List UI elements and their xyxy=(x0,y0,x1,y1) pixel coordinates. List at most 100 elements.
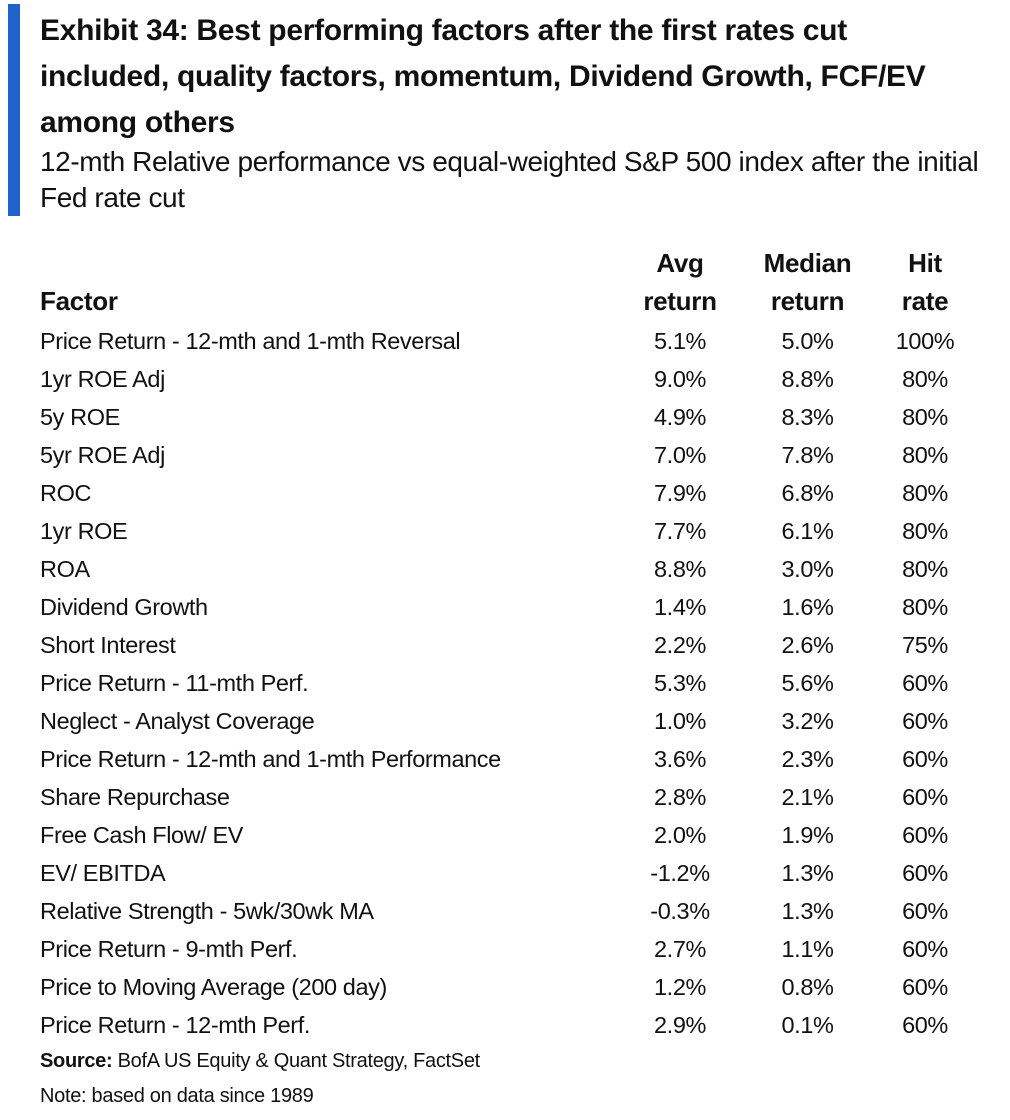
avg-return-cell: 2.7% xyxy=(654,936,706,962)
avg-return-cell: -1.2% xyxy=(650,860,710,886)
avg-return-cell: 2.2% xyxy=(654,632,706,658)
avg-return-cell: 1.4% xyxy=(654,594,706,620)
avg-return-cell: 2.8% xyxy=(654,784,706,810)
avg-return-cell: 9.0% xyxy=(654,366,706,392)
table-row: Relative Strength - 5wk/30wk MA -0.3% 1.3%… xyxy=(40,892,975,930)
hit-rate-cell: 60% xyxy=(902,898,948,924)
median-return-cell: 8.8% xyxy=(781,366,834,392)
avg-return-cell: 8.8% xyxy=(654,556,706,582)
table-row: Price Return - 11-mth Perf. 5.3% 5.6% 60% xyxy=(40,664,975,702)
factor-cell: Price Return - 12-mth Perf. xyxy=(40,1012,310,1038)
avg-return-cell: 5.1% xyxy=(654,328,706,354)
hit-rate-cell: 80% xyxy=(902,518,948,544)
table-row: Share Repurchase 2.8% 2.1% 60% xyxy=(40,778,975,816)
median-return-cell: 2.1% xyxy=(781,784,834,810)
source-line: Source: BofA US Equity & Quant Strategy,… xyxy=(40,1047,480,1075)
hit-rate-cell: 60% xyxy=(902,974,948,1000)
note-line: Note: based on data since 1989 xyxy=(40,1085,314,1107)
table-row: Price Return - 12-mth Perf. 2.9% 0.1% 60% xyxy=(40,1006,975,1044)
table-row: 5y ROE 4.9% 8.3% 80% xyxy=(40,398,975,436)
factor-cell: ROC xyxy=(40,480,92,506)
table-row: 1yr ROE Adj 9.0% 8.8% 80% xyxy=(40,360,975,398)
avg-return-cell: 2.9% xyxy=(654,1012,706,1038)
hit-rate-cell: 80% xyxy=(902,480,948,506)
table-row: 5yr ROE Adj 7.0% 7.8% 80% xyxy=(40,436,975,474)
exhibit-title: Exhibit 34: Best performing factors afte… xyxy=(40,14,926,139)
factor-cell: 1yr ROE xyxy=(40,518,128,544)
header-median-return: Median return xyxy=(740,244,875,322)
median-return-cell: 6.8% xyxy=(781,480,834,506)
hit-rate-cell: 80% xyxy=(902,556,948,582)
exhibit-subtitle: 12-mth Relative performance vs equal-wei… xyxy=(40,146,979,213)
hit-rate-cell: 80% xyxy=(902,404,948,430)
hit-rate-cell: 60% xyxy=(902,746,948,772)
factor-performance-table: Factor Avg return Median return Hit rate Pr… xyxy=(40,244,975,1044)
median-return-cell: 1.6% xyxy=(781,594,834,620)
factor-cell: Dividend Growth xyxy=(40,594,208,620)
factor-cell: Price Return - 11-mth Perf. xyxy=(40,670,309,696)
hit-rate-cell: 80% xyxy=(902,594,948,620)
factor-cell: Free Cash Flow/ EV xyxy=(40,822,244,848)
header-avg-line1: Avg xyxy=(656,248,704,278)
factor-cell: Price Return - 12-mth and 1-mth Reversal xyxy=(40,328,461,354)
median-return-cell: 8.3% xyxy=(781,404,834,430)
table-header-row: Factor Avg return Median return Hit rate xyxy=(40,244,975,322)
avg-return-cell: 7.9% xyxy=(654,480,706,506)
table-row: Free Cash Flow/ EV 2.0% 1.9% 60% xyxy=(40,816,975,854)
source-text: BofA US Equity & Quant Strategy, FactSet xyxy=(117,1050,481,1072)
hit-rate-cell: 60% xyxy=(902,784,948,810)
header-median-line1: Median xyxy=(763,248,852,278)
median-return-cell: 5.0% xyxy=(781,328,834,354)
hit-rate-cell: 60% xyxy=(902,860,948,886)
median-return-cell: 2.3% xyxy=(781,746,834,772)
factor-cell: Relative Strength - 5wk/30wk MA xyxy=(40,898,374,924)
header-hit-rate: Hit rate xyxy=(875,244,975,322)
header-hit-line2: rate xyxy=(901,286,949,316)
table-row: ROA 8.8% 3.0% 80% xyxy=(40,550,975,588)
factor-cell: Price Return - 9-mth Perf. xyxy=(40,936,298,962)
hit-rate-cell: 60% xyxy=(902,936,948,962)
header-avg-line2: return xyxy=(643,286,717,316)
median-return-cell: 6.1% xyxy=(781,518,834,544)
factor-cell: Price Return - 12-mth and 1-mth Performa… xyxy=(40,746,501,772)
avg-return-cell: 7.7% xyxy=(654,518,706,544)
median-return-cell: 1.3% xyxy=(781,898,834,924)
median-return-cell: 3.2% xyxy=(781,708,834,734)
factor-cell: Short Interest xyxy=(40,632,176,658)
factor-cell: 5yr ROE Adj xyxy=(40,442,165,468)
median-return-cell: 3.0% xyxy=(781,556,834,582)
table-body: Price Return - 12-mth and 1-mth Reversal… xyxy=(40,322,975,1044)
avg-return-cell: 5.3% xyxy=(654,670,706,696)
header-hit-line1: Hit xyxy=(908,248,942,278)
avg-return-cell: 7.0% xyxy=(654,442,706,468)
median-return-cell: 0.1% xyxy=(781,1012,834,1038)
factor-cell: 1yr ROE Adj xyxy=(40,366,165,392)
table-row: 1yr ROE 7.7% 6.1% 80% xyxy=(40,512,975,550)
avg-return-cell: 4.9% xyxy=(654,404,706,430)
factor-cell: Price to Moving Average (200 day) xyxy=(40,974,387,1000)
hit-rate-cell: 60% xyxy=(902,1012,948,1038)
table-row: Neglect - Analyst Coverage 1.0% 3.2% 60% xyxy=(40,702,975,740)
factor-cell: Share Repurchase xyxy=(40,784,230,810)
hit-rate-cell: 75% xyxy=(902,632,948,658)
table-row: ROC 7.9% 6.8% 80% xyxy=(40,474,975,512)
avg-return-cell: -0.3% xyxy=(650,898,710,924)
factor-cell: ROA xyxy=(40,556,90,582)
table-row: EV/ EBITDA -1.2% 1.3% 60% xyxy=(40,854,975,892)
median-return-cell: 1.1% xyxy=(781,936,834,962)
avg-return-cell: 2.0% xyxy=(654,822,706,848)
source-label: Source: xyxy=(40,1050,113,1072)
median-return-cell: 5.6% xyxy=(781,670,834,696)
hit-rate-cell: 100% xyxy=(895,328,955,354)
avg-return-cell: 1.0% xyxy=(654,708,706,734)
header-factor: Factor xyxy=(40,286,118,316)
header-median-line2: return xyxy=(770,286,845,316)
header-avg-return: Avg return xyxy=(620,244,740,322)
hit-rate-cell: 80% xyxy=(902,366,948,392)
table-row: Short Interest 2.2% 2.6% 75% xyxy=(40,626,975,664)
table-row: Price Return - 12-mth and 1-mth Performa… xyxy=(40,740,975,778)
avg-return-cell: 3.6% xyxy=(654,746,706,772)
median-return-cell: 1.3% xyxy=(781,860,834,886)
median-return-cell: 1.9% xyxy=(781,822,834,848)
avg-return-cell: 1.2% xyxy=(654,974,706,1000)
